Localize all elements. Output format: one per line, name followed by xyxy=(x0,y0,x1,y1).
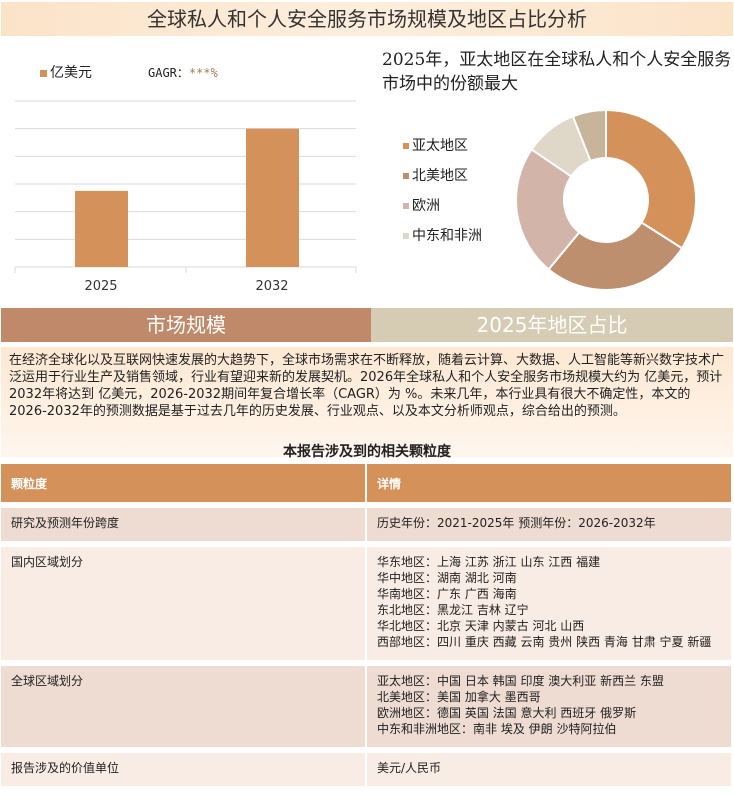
row-key: 报告涉及的价值单位 xyxy=(1,747,367,786)
gagr-label: GAGR： xyxy=(148,66,189,80)
legend-label: 亿美元 xyxy=(50,65,92,81)
donut-slice-欧洲 xyxy=(515,148,581,271)
donut-chart xyxy=(515,108,697,291)
detail-line: 北美地区：美国 加拿大 墨西哥 xyxy=(377,690,541,704)
table-row: 研究及预测年份跨度 历史年份：2021-2025年 预测年份：2026-2032年 xyxy=(1,502,733,544)
bar-2032 xyxy=(246,128,299,267)
legend-swatch xyxy=(403,203,409,209)
pie-legend-item: 中东和非洲 xyxy=(403,227,483,246)
page-title: 全球私人和个人安全服务市场规模及地区占比分析 xyxy=(1,2,733,36)
detail-line: 中东和非洲地区：南非 埃及 伊朗 沙特阿拉伯 xyxy=(377,722,617,736)
table-row: 全球区域划分 亚太地区：中国 日本 韩国 印度 澳大利亚 新西兰 东盟 北美地区：美… xyxy=(1,660,733,750)
header-details: 详情 xyxy=(366,464,733,505)
bar-2025 xyxy=(75,190,128,267)
band-region-share: 2025年地区占比 xyxy=(371,308,733,342)
legend-label: 欧洲 xyxy=(412,198,440,214)
pie-legend-item: 欧洲 xyxy=(403,197,483,216)
row-details: 历史年份：2021-2025年 预测年份：2026-2032年 xyxy=(366,502,733,544)
donut-slice-亚太地区 xyxy=(605,108,697,250)
legend-label: 北美地区 xyxy=(412,168,468,184)
detail-line: 欧洲地区：德国 英国 法国 意大利 西班牙 俄罗斯 xyxy=(377,706,637,720)
detail-line: 历史年份：2021-2025年 预测年份：2026-2032年 xyxy=(377,516,656,530)
table-row: 报告涉及的价值单位 美元/人民币 xyxy=(1,747,733,786)
row-key: 国内区域划分 xyxy=(1,541,367,663)
legend-label: 中东和非洲 xyxy=(412,228,482,244)
table-row: 国内区域划分 华东地区：上海 江苏 浙江 山东 江西 福建 华中地区：湖南 湖北 河… xyxy=(1,541,733,663)
legend-label: 亚太地区 xyxy=(412,138,468,154)
pie-heading: 2025年，亚太地区在全球私人和个人安全服务市场中的份额最大 xyxy=(382,50,732,94)
bar-legend: 亿美元 xyxy=(40,62,92,82)
donut-slice-北美地区 xyxy=(547,221,684,291)
detail-line: 华南地区：广东 广西 海南 xyxy=(377,587,517,601)
row-details: 亚太地区：中国 日本 韩国 印度 澳大利亚 新西兰 东盟 北美地区：美国 加拿大 … xyxy=(366,660,733,750)
row-details: 华东地区：上海 江苏 浙江 山东 江西 福建 华中地区：湖南 湖北 河南 华南地区：… xyxy=(366,541,733,663)
row-key: 全球区域划分 xyxy=(1,660,367,750)
legend-swatch xyxy=(40,69,47,77)
pie-legend-item: 北美地区 xyxy=(403,167,483,186)
legend-swatch xyxy=(403,233,409,239)
detail-line: 华东地区：上海 江苏 浙江 山东 江西 福建 xyxy=(377,555,601,569)
granularity-table: 颗粒度 详情 研究及预测年份跨度 历史年份：2021-2025年 预测年份：2026… xyxy=(1,464,733,786)
detail-line: 华中地区：湖南 湖北 河南 xyxy=(377,571,517,585)
donut-slice-other xyxy=(571,108,607,163)
row-key: 研究及预测年份跨度 xyxy=(1,502,367,544)
row-details: 美元/人民币 xyxy=(366,747,733,786)
pie-legend-item: 亚太地区 xyxy=(403,137,483,156)
legend-swatch xyxy=(403,143,409,149)
detail-line: 华北地区：北京 天津 内蒙古 河北 山西 xyxy=(377,619,585,633)
x-tick-label: 2032 xyxy=(255,279,288,294)
header-granularity: 颗粒度 xyxy=(1,464,367,505)
detail-line: 东北地区：黑龙江 吉林 辽宁 xyxy=(377,603,529,617)
legend-swatch xyxy=(403,173,409,179)
description: 在经济全球化以及互联网快速发展的大趋势下，全球市场需求在不断释放，随着云计算、大… xyxy=(1,347,733,457)
gagr-text: GAGR：***% xyxy=(148,64,218,81)
gagr-value: ***% xyxy=(188,66,218,80)
band-market-size: 市场规模 xyxy=(1,308,371,342)
detail-line: 美元/人民币 xyxy=(377,761,442,775)
detail-line: 亚太地区：中国 日本 韩国 印度 澳大利亚 新西兰 东盟 xyxy=(377,674,664,688)
bar-chart: 2025 2032 xyxy=(14,100,357,294)
detail-line: 西部地区：四川 重庆 西藏 云南 贵州 陕西 青海 甘肃 宁夏 新疆 xyxy=(377,635,712,649)
x-tick-label: 2025 xyxy=(84,279,117,294)
table-caption: 本报告涉及到的相关颗粒度 xyxy=(283,444,451,460)
